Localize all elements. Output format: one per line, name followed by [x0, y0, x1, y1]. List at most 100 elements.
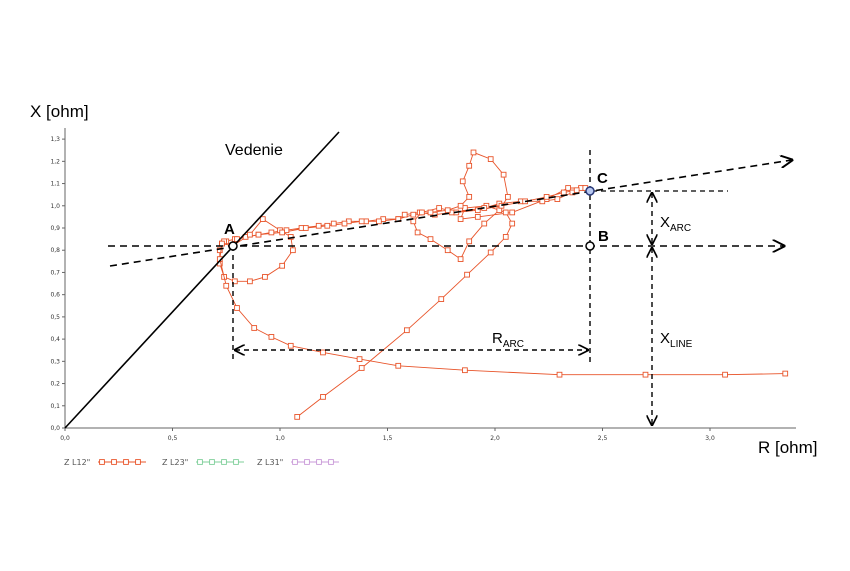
- legend-label: Z L12": [64, 458, 90, 467]
- ticks-layer: 0,0 0,5 1,0 1,5 2,0 2,5 3,0 0,0 0,1 0,2 0,3 0,4 0,5 0…: [50, 136, 714, 442]
- x-tick-label: 3,0: [705, 435, 715, 442]
- data-point: [509, 209, 516, 216]
- point-b-label: B: [598, 228, 609, 245]
- data-point: [320, 394, 326, 400]
- data-point: [554, 196, 561, 202]
- data-point: [502, 209, 509, 216]
- point-c-label: C: [597, 170, 608, 187]
- point-a-label: A: [224, 221, 235, 238]
- r-arc-label: RARC: [492, 330, 524, 350]
- y-tick-label: 0,1: [50, 403, 60, 410]
- data-point: [255, 231, 262, 238]
- data-point: [487, 249, 494, 256]
- data-point: [427, 209, 434, 216]
- data-point: [505, 194, 511, 200]
- data-point: [414, 229, 421, 236]
- data-point: [543, 194, 550, 200]
- data-point: [470, 149, 477, 156]
- data-point: [444, 207, 451, 214]
- y-tick-label: 0,8: [50, 247, 60, 254]
- x-tick-label: 0,0: [60, 435, 70, 442]
- data-point: [302, 225, 309, 231]
- legend-swatch-marker: [304, 459, 310, 465]
- data-point: [341, 220, 348, 227]
- x-arc-label: XARC: [660, 214, 691, 234]
- data-point: [262, 274, 268, 280]
- data-point: [294, 414, 301, 420]
- data-point: [290, 247, 296, 254]
- y-tick-label: 1,2: [50, 158, 60, 165]
- data-point: [565, 185, 571, 191]
- line-impedance-label: Vedenie: [225, 142, 283, 159]
- legend-swatch-marker: [197, 459, 203, 465]
- data-point: [358, 218, 365, 225]
- series-line: [219, 151, 586, 418]
- legend-label: Z L23": [162, 458, 188, 467]
- y-tick-label: 1,0: [50, 203, 60, 210]
- data-point: [231, 278, 238, 285]
- data-point: [464, 271, 470, 278]
- data-point: [466, 194, 473, 200]
- legend-swatch-marker: [221, 459, 227, 465]
- y-tick-label: 0,6: [50, 292, 60, 299]
- data-point: [268, 334, 275, 340]
- data-point: [573, 187, 580, 194]
- series-z-l12-part-1: [216, 149, 589, 420]
- y-tick-label: 0,9: [50, 225, 60, 232]
- x-line-main: X: [660, 330, 670, 347]
- data-point: [444, 247, 451, 254]
- annotation-overlay: Vedenie RARC XARC XLINE A B C: [64, 131, 792, 429]
- point-a-marker: [228, 241, 238, 251]
- data-point: [279, 262, 286, 269]
- data-point: [320, 349, 326, 356]
- y-tick-label: 1,1: [50, 181, 60, 188]
- data-point: [481, 220, 488, 227]
- data-point: [474, 214, 481, 220]
- series-z-l12-part-2: [216, 240, 789, 378]
- x-tick-label: 1,5: [383, 435, 393, 442]
- y-tick-label: 0,0: [50, 425, 60, 432]
- axes-frame: [64, 128, 796, 429]
- data-point: [315, 222, 322, 229]
- point-c-marker: [585, 186, 595, 196]
- data-point: [419, 209, 425, 216]
- data-point: [487, 156, 494, 162]
- data-point: [259, 216, 266, 222]
- data-point: [395, 362, 402, 369]
- y-tick-label: 0,4: [50, 336, 60, 343]
- data-point: [782, 370, 789, 377]
- data-point: [401, 211, 408, 218]
- legend-swatch-marker: [99, 459, 105, 465]
- data-point: [509, 220, 516, 227]
- point-b-marker: [585, 241, 595, 251]
- data-point: [436, 205, 442, 211]
- legend-swatch-marker: [111, 459, 117, 465]
- line-impedance-line: [64, 131, 340, 429]
- y-tick-label: 0,5: [50, 314, 60, 321]
- data-point: [427, 236, 434, 242]
- data-point: [247, 278, 253, 285]
- r-arc-main: R: [492, 330, 503, 347]
- data-point: [474, 207, 481, 214]
- legend-swatch-marker: [209, 459, 215, 465]
- x-tick-label: 1,0: [275, 435, 285, 442]
- data-point: [330, 220, 337, 227]
- x-line-label: XLINE: [660, 330, 693, 350]
- legend-swatch-marker: [233, 459, 239, 465]
- x-line-sub: LINE: [670, 339, 693, 350]
- legend: Z L12" Z L23" Z L31": [64, 458, 339, 467]
- data-point: [457, 256, 464, 262]
- data-point: [324, 222, 331, 229]
- data-point: [410, 211, 417, 218]
- y-tick-label: 1,3: [50, 136, 60, 143]
- data-point: [466, 238, 473, 245]
- data-point: [279, 229, 286, 236]
- r-arc-sub: ARC: [503, 339, 524, 350]
- data-point: [376, 218, 382, 225]
- data-point: [247, 231, 253, 238]
- data-point: [234, 305, 240, 311]
- x-tick-label: 2,0: [490, 435, 500, 442]
- data-point: [556, 371, 563, 378]
- data-point: [500, 171, 507, 178]
